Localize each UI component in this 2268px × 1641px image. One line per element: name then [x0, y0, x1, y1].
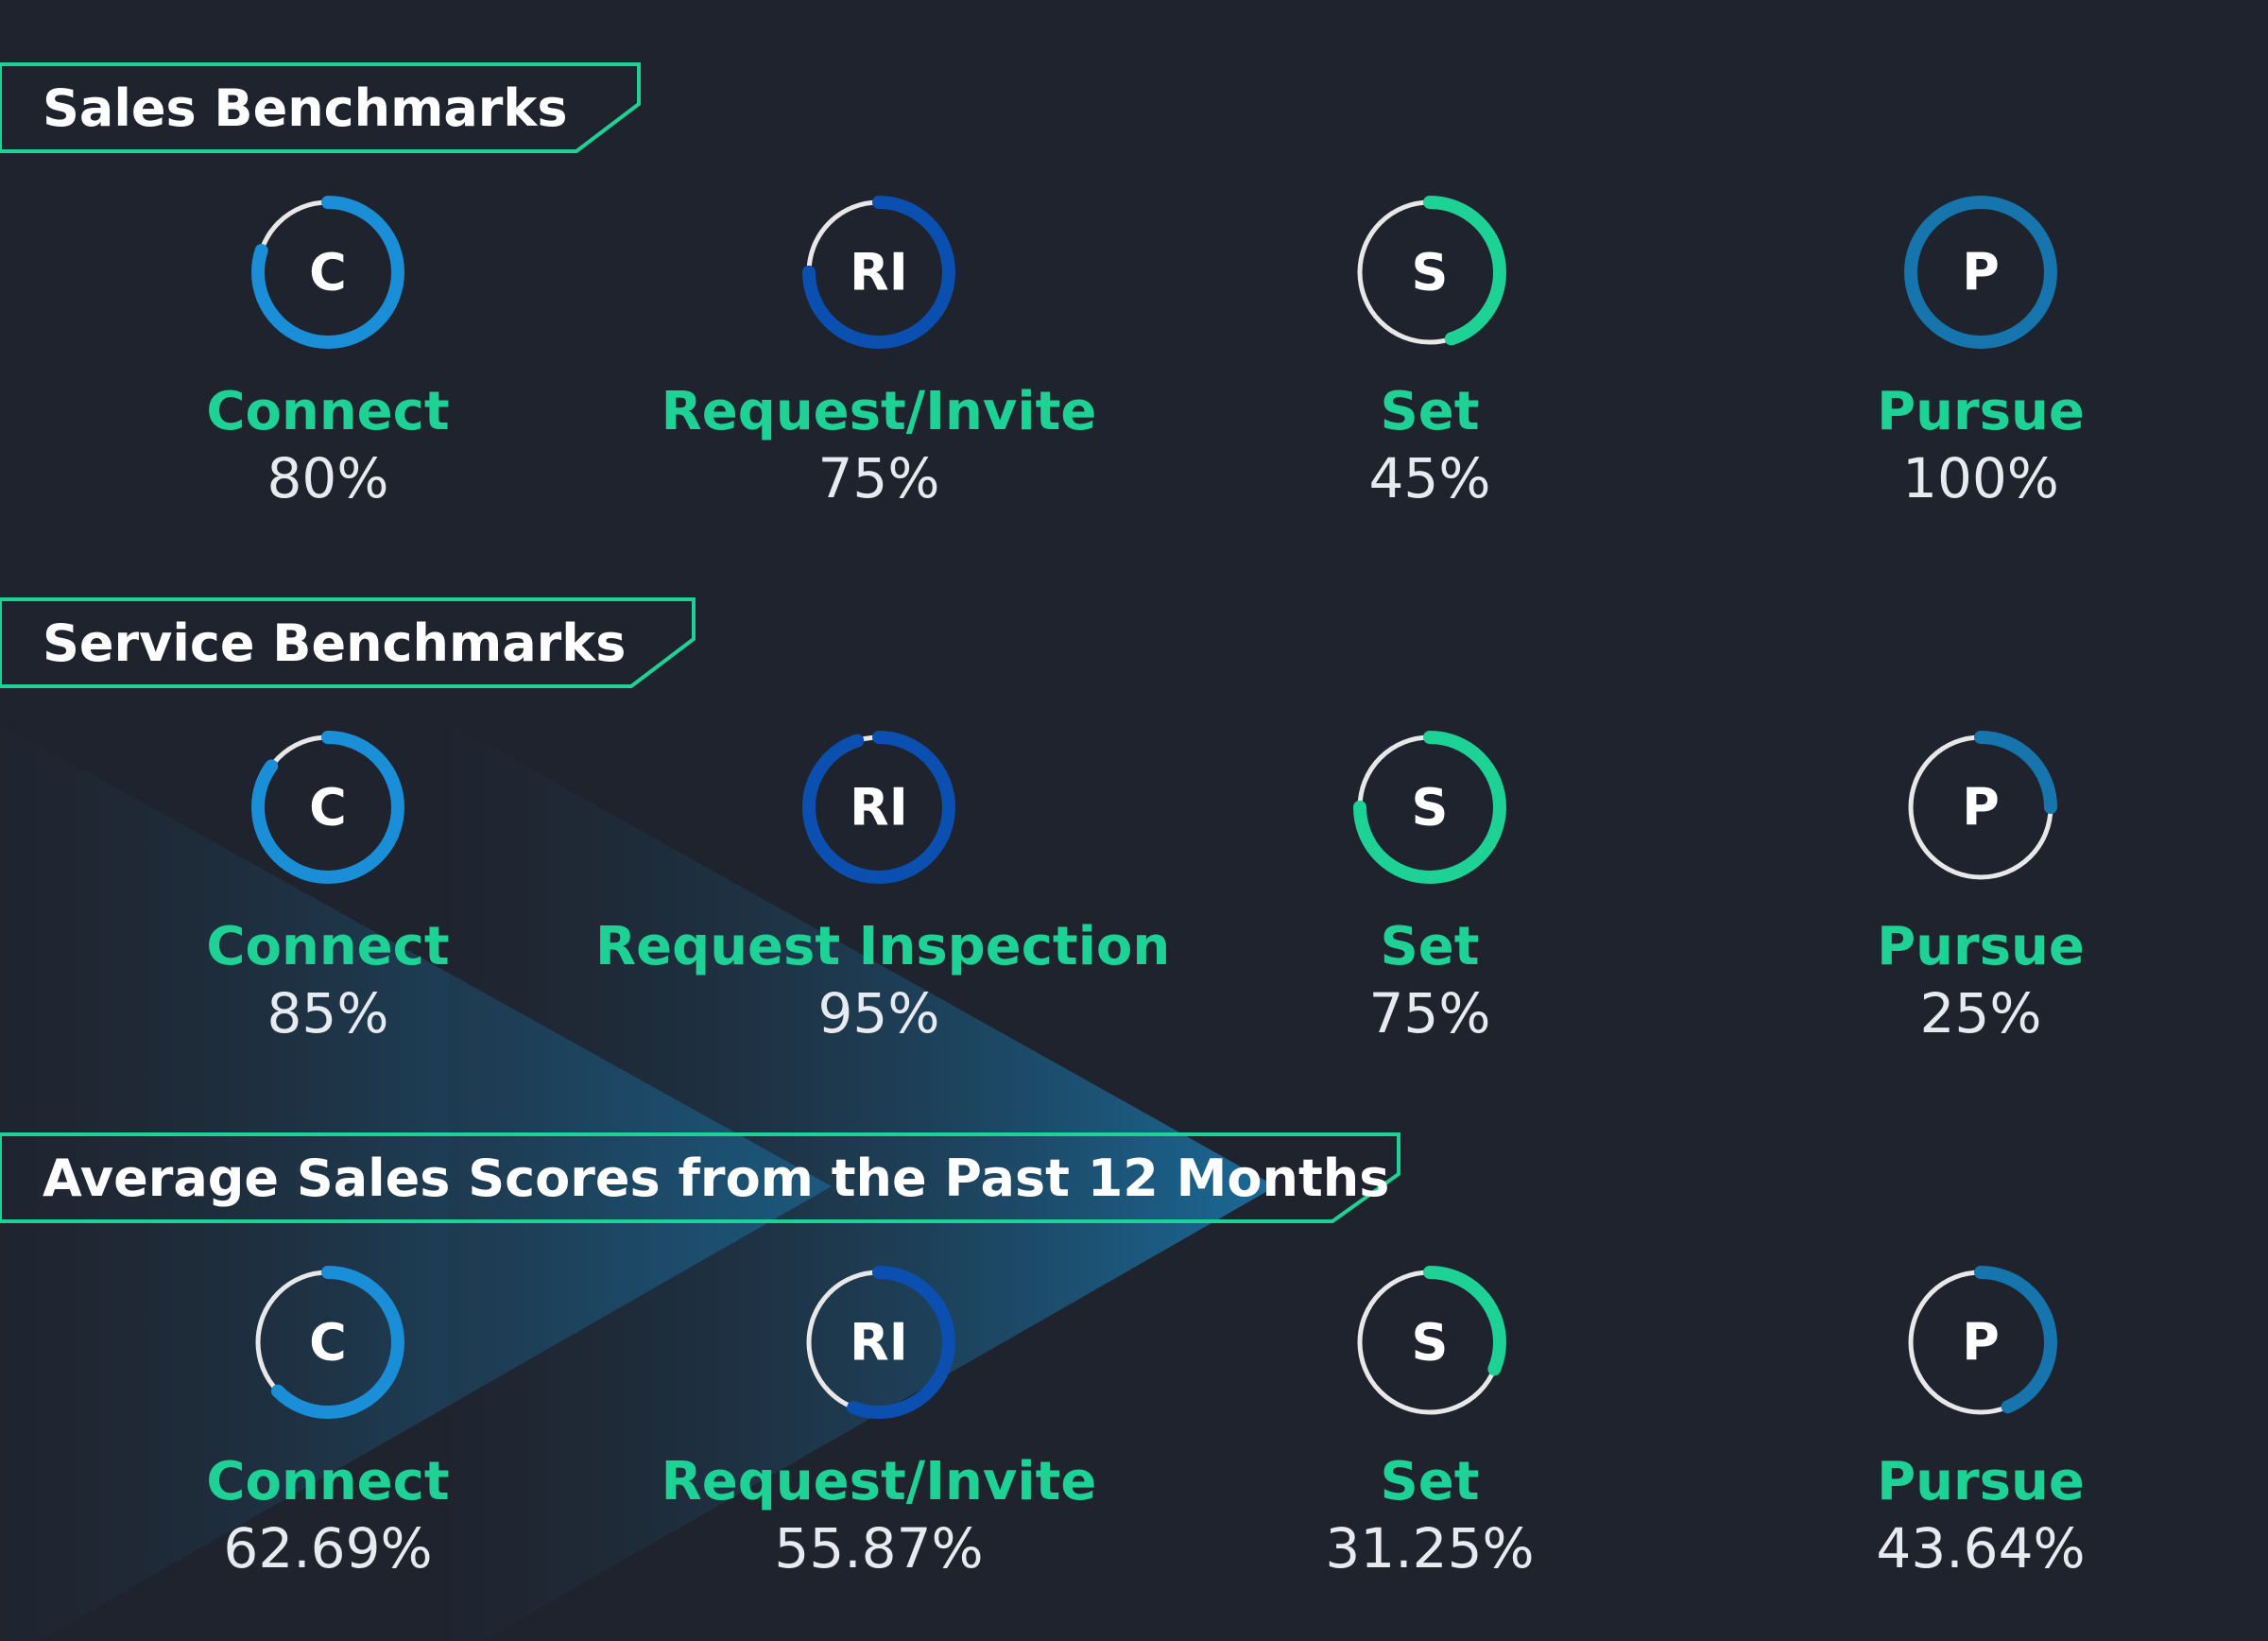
ring-letter: S — [1412, 778, 1449, 838]
request-ring-icon: RI — [802, 731, 955, 884]
ring-letter: P — [1962, 1313, 2000, 1373]
metric-value: 95% — [817, 981, 940, 1045]
metric-value: 85% — [266, 981, 389, 1045]
pursue-ring-icon: P — [1904, 731, 2057, 884]
set-ring-icon: S — [1353, 731, 1506, 884]
metric-label: Set — [1380, 381, 1480, 442]
metric-value: 80% — [266, 446, 389, 510]
ring-letter: C — [309, 778, 347, 838]
metric-label: Connect — [206, 381, 450, 442]
metric-value: 31.25% — [1325, 1516, 1535, 1581]
metric-value: 75% — [1368, 981, 1491, 1045]
metric-label: Pursue — [1877, 1451, 2085, 1512]
metric-value: 75% — [817, 446, 940, 510]
metric-tile: S Set 75% — [1146, 730, 1713, 1047]
set-ring-icon: S — [1353, 1266, 1506, 1419]
ring-letter: P — [1962, 243, 2000, 302]
ring-progress-arc — [251, 1266, 404, 1419]
ring-progress-arc — [802, 1266, 955, 1419]
pursue-ring-icon: P — [1904, 196, 2057, 349]
metric-label: Request Inspection — [595, 916, 1171, 977]
ring-letter: C — [309, 1313, 347, 1373]
metric-value: 25% — [1919, 981, 2042, 1045]
metric-tile: C Connect 85% — [44, 730, 611, 1047]
section-title: Sales Benchmarks — [43, 78, 568, 138]
metric-tile: C Connect 62.69% — [44, 1265, 611, 1582]
section-title: Service Benchmarks — [43, 613, 627, 673]
ring-progress-arc — [1904, 1266, 2057, 1419]
metric-tile: P Pursue 25% — [1697, 730, 2264, 1047]
ring-letter: RI — [850, 1313, 908, 1373]
ring-letter: C — [309, 243, 347, 302]
metric-value: 62.69% — [223, 1516, 433, 1581]
ring-progress-arc — [802, 731, 955, 884]
ring-progress-arc — [1353, 1266, 1506, 1419]
metric-label: Connect — [206, 916, 450, 977]
metric-tile: RI Request/Invite 55.87% — [595, 1265, 1162, 1582]
metric-label: Pursue — [1877, 381, 2085, 442]
metric-tile: RI Request Inspection 95% — [595, 730, 1171, 1047]
metric-tile: S Set 45% — [1146, 195, 1713, 512]
ring-progress-arc — [802, 196, 955, 349]
request-ring-icon: RI — [802, 1266, 955, 1419]
metric-value: 100% — [1902, 446, 2059, 510]
ring-letter: P — [1962, 778, 2000, 838]
metric-value: 55.87% — [774, 1516, 984, 1581]
metric-value: 45% — [1368, 446, 1491, 510]
metric-label: Set — [1380, 1451, 1480, 1512]
metric-label: Set — [1380, 916, 1480, 977]
ring-letter: S — [1412, 243, 1449, 302]
background-chevron-right — [449, 723, 1276, 1641]
section-title: Average Sales Scores from the Past 12 Mo… — [43, 1149, 1390, 1208]
metric-tile: RI Request/Invite 75% — [595, 195, 1162, 512]
metric-value: 43.64% — [1876, 1516, 2086, 1581]
ring-progress-arc — [1353, 731, 1506, 884]
metric-tile: S Set 31.25% — [1146, 1265, 1713, 1582]
connect-ring-icon: C — [251, 1266, 404, 1419]
request-ring-icon: RI — [802, 196, 955, 349]
metric-label: Request/Invite — [661, 381, 1097, 442]
metric-tile: P Pursue 100% — [1697, 195, 2264, 512]
metric-label: Request/Invite — [661, 1451, 1097, 1512]
ring-progress-arc — [1904, 196, 2057, 349]
ring-letter: S — [1412, 1313, 1449, 1373]
pursue-ring-icon: P — [1904, 1266, 2057, 1419]
metric-tile: P Pursue 43.64% — [1697, 1265, 2264, 1582]
background-chevron-left — [0, 723, 832, 1641]
ring-letter: RI — [850, 243, 908, 302]
ring-letter: RI — [850, 778, 908, 838]
connect-ring-icon: C — [251, 731, 404, 884]
ring-progress-arc — [1353, 196, 1506, 349]
ring-progress-arc — [251, 196, 404, 349]
metric-label: Connect — [206, 1451, 450, 1512]
ring-progress-arc — [251, 731, 404, 884]
set-ring-icon: S — [1353, 196, 1506, 349]
ring-progress-arc — [1904, 731, 2057, 884]
metric-tile: C Connect 80% — [44, 195, 611, 512]
metric-label: Pursue — [1877, 916, 2085, 977]
connect-ring-icon: C — [251, 196, 404, 349]
